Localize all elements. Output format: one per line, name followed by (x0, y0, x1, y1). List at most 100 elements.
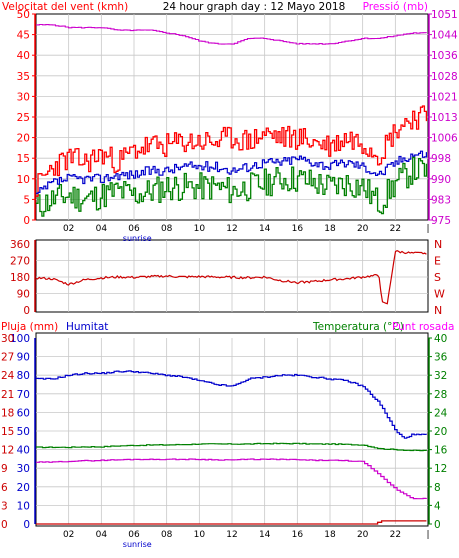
humidity-axis-tick: 50 (17, 426, 30, 438)
humidity-axis-tick: 0 (23, 519, 30, 531)
bottom-x-tick: 14 (259, 530, 271, 540)
wind-x-tick: 22 (390, 224, 401, 234)
wind-speed-title: Velocitat del vent (kmh) (2, 1, 128, 13)
direction-axis-tick: 0 (23, 305, 30, 317)
wind-x-tick: 08 (161, 224, 173, 234)
bottom-x-tick: 22 (390, 530, 401, 540)
bottom-x-tick: | (426, 530, 429, 540)
humidity-title: Humitat (66, 321, 108, 333)
rain-title: Pluja (mm) (1, 321, 58, 333)
wind-axis-tick: 0 (23, 215, 30, 227)
wind-axis-tick: 40 (17, 50, 30, 62)
compass-axis-tick: E (434, 255, 441, 268)
wind-x-tick: 04 (96, 224, 108, 234)
pressure-axis-tick: 990 (431, 174, 451, 186)
bottom-x-tick: 08 (161, 530, 173, 540)
dewpoint-line (36, 458, 427, 500)
direction-axis-tick: 180 (10, 272, 30, 284)
rain-axis-tick: 27 (1, 352, 14, 364)
humidity-axis-tick: 20 (17, 482, 30, 494)
rain-axis-tick: 30 (1, 333, 14, 345)
temperature-line (36, 442, 427, 452)
wind-direction-line (35, 250, 427, 305)
dewpoint-title: Punt rosada (392, 321, 454, 333)
pressure-axis-tick: 983 (431, 194, 451, 206)
pressure-axis-tick: 1013 (431, 112, 458, 124)
temperature-title: Temperatura (°C) (312, 321, 404, 333)
rain-line (36, 520, 427, 525)
wind-axis-tick: 25 (17, 112, 30, 124)
rain-axis-tick: 6 (1, 482, 8, 494)
pressure-line (36, 23, 427, 45)
wind-x-tick: | (426, 224, 429, 234)
wind-x-tick: 10 (194, 224, 206, 234)
rain-axis-tick: 21 (1, 389, 14, 401)
bottom-x-tick: 12 (226, 530, 237, 540)
wind-x-tick: 18 (324, 224, 336, 234)
compass-axis-tick: W (434, 288, 445, 301)
temperature-axis-tick: 28 (434, 389, 447, 401)
wind-x-tick: 06 (128, 224, 140, 234)
pressure-axis-tick: 1051 (431, 9, 458, 21)
wind-sunrise-label: sunrise (123, 234, 152, 243)
humidity-axis-tick: 70 (17, 389, 30, 401)
humidity-line (36, 370, 427, 439)
wind-axis-tick: 5 (23, 194, 30, 206)
direction-axis-tick: 270 (10, 256, 30, 268)
bottom-x-tick: 06 (128, 530, 140, 540)
temperature-axis-tick: 12 (434, 463, 447, 475)
temperature-axis-tick: 16 (434, 445, 448, 457)
pressure-title: Pressió (mb) (363, 1, 428, 13)
pressure-axis-tick: 1036 (431, 50, 458, 62)
humidity-axis-tick: 100 (10, 333, 30, 345)
rain-axis-tick: 0 (1, 519, 8, 531)
wind-gust-line (36, 105, 428, 197)
humidity-axis-tick: 90 (17, 352, 30, 364)
pressure-axis-tick: 1028 (431, 71, 458, 83)
temperature-axis-tick: 40 (434, 333, 447, 345)
wind-axis-tick: 45 (17, 30, 30, 42)
compass-axis-tick: S (434, 271, 441, 284)
pressure-axis-tick: 998 (431, 153, 451, 165)
temperature-axis-tick: 0 (434, 519, 441, 531)
humidity-axis-tick: 80 (17, 370, 30, 382)
temperature-axis-tick: 32 (434, 370, 447, 382)
humidity-axis-tick: 60 (17, 407, 30, 419)
wind-average-line (36, 150, 427, 194)
rain-axis-tick: 18 (1, 407, 14, 419)
graph-title: 24 hour graph day : 12 Mayo 2018 (163, 1, 346, 13)
bottom-sunrise-label: sunrise (123, 540, 152, 549)
rain-axis-tick: 9 (1, 463, 8, 475)
wind-axis-tick: 20 (17, 133, 30, 145)
pressure-axis-tick: 975 (431, 215, 451, 227)
wind-axis-tick: 30 (17, 91, 30, 103)
humidity-axis-tick: 40 (17, 445, 30, 457)
wind-low-line (36, 156, 428, 217)
compass-axis-tick: N (434, 304, 442, 317)
temperature-axis-tick: 20 (434, 426, 447, 438)
wind-axis-tick: 50 (17, 9, 30, 21)
rain-axis-tick: 24 (1, 370, 15, 382)
temperature-axis-tick: 36 (434, 352, 448, 364)
temperature-axis-tick: 4 (434, 500, 441, 512)
humidity-axis-tick: 30 (17, 463, 30, 475)
temperature-axis-tick: 24 (434, 407, 448, 419)
bottom-x-tick: 02 (63, 530, 74, 540)
rain-axis-tick: 12 (1, 445, 14, 457)
compass-axis-tick: N (434, 238, 442, 251)
temperature-axis-tick: 8 (434, 482, 441, 494)
bottom-x-tick: 04 (96, 530, 108, 540)
wind-x-tick: 14 (259, 224, 271, 234)
bottom-x-tick: 18 (324, 530, 336, 540)
bottom-x-tick: 16 (292, 530, 304, 540)
wind-axis-tick: 15 (17, 153, 30, 165)
wind-axis-tick: 35 (17, 71, 30, 83)
bottom-x-tick: 10 (194, 530, 206, 540)
rain-axis-tick: 3 (1, 500, 8, 512)
wind-x-tick: 16 (292, 224, 304, 234)
pressure-axis-tick: 1021 (431, 91, 458, 103)
rain-axis-tick: 15 (1, 426, 14, 438)
humidity-axis-tick: 10 (17, 500, 30, 512)
